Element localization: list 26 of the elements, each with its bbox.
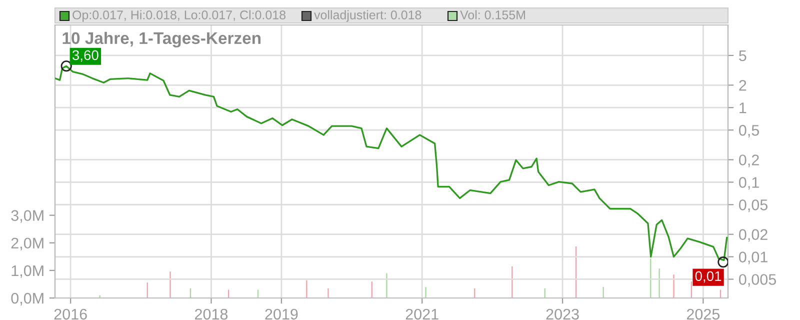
y-tick-label: 2 (739, 80, 746, 91)
y-tick-label: 1 (740, 102, 746, 114)
annotation: 0,01 (695, 271, 722, 283)
y-tick-label: 5 (739, 50, 746, 62)
x-tick-label: 2019 (265, 308, 298, 320)
y2-tick-label: 1,0M (12, 265, 44, 278)
y-tick-label: 0,005 (739, 274, 776, 287)
y-tick-label: 0,5 (739, 124, 760, 138)
text: volladjustiert: 0.018 (314, 10, 422, 22)
y2-tick-label: 3,0M (11, 210, 44, 223)
text: Vol: 0.155M (460, 10, 525, 20)
y-tick-label: 0,02 (739, 229, 768, 242)
chart-title: 10 Jahre, 1-Tages-Kerzen (62, 32, 260, 48)
y2-tick-label: 0,0M (11, 292, 44, 306)
x-tick-label: 2025 (686, 308, 720, 320)
y-tick-label: 0,05 (739, 199, 768, 212)
y-tick-label: 0,2 (739, 154, 759, 168)
text: Op:0.017, Hi:0.018, Lo:0.017, Cl:0.018 (72, 10, 286, 22)
x-tick-label: 2023 (546, 308, 579, 320)
annotation: 3,60 (72, 50, 98, 62)
x-tick-label: 2021 (406, 308, 438, 320)
y-tick-label: 0,01 (739, 252, 768, 264)
x-tick-label: 2016 (54, 308, 87, 320)
x-tick-label: 2018 (195, 308, 228, 320)
y-tick-label: 0,1 (739, 177, 759, 190)
y2-tick-label: 2,0M (11, 238, 44, 250)
